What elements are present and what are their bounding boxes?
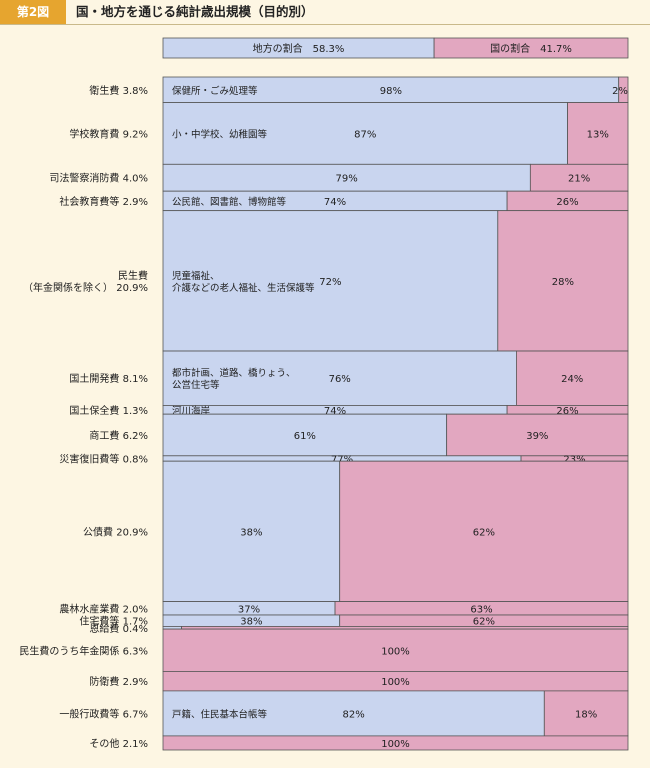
bar-national [162, 628, 629, 672]
bar-national [181, 626, 629, 630]
category-label: 国土開発費 8.1% [69, 372, 148, 385]
data-label-local: 74% [324, 197, 346, 208]
category-label: 民生費のうち年金関係 6.3% [19, 644, 148, 657]
category-note: 都市計画、道路、橋りょう、公営住宅等 [172, 367, 296, 391]
category-label: 国土保全費 1.3% [69, 404, 148, 417]
row-10 [162, 601, 629, 616]
data-label-national: 18% [575, 709, 597, 720]
data-label-local: 77% [331, 455, 353, 466]
bar-local [162, 163, 531, 192]
data-label-national: 2% [612, 86, 628, 97]
data-label-local: 38% [240, 527, 262, 538]
category-label: 災害復旧費等 0.8% [59, 453, 148, 466]
data-label-national: 23% [563, 455, 585, 466]
bar-local [162, 102, 568, 165]
bar-local [162, 626, 183, 630]
bar-local [162, 210, 499, 352]
category-label: 恩給費 0.4% [89, 622, 148, 635]
category-label: 社会教育費等 2.9% [59, 195, 148, 208]
figure-number-badge: 第2図 [0, 0, 66, 24]
row-16 [162, 735, 629, 751]
bar-local [162, 76, 620, 103]
data-label-local: 87% [354, 129, 376, 140]
data-label-national: 26% [556, 197, 578, 208]
row-15 [162, 690, 629, 737]
row-0 [162, 76, 629, 103]
data-label-local: 98% [380, 86, 402, 97]
row-2 [162, 163, 629, 192]
category-label: 公債費 20.9% [83, 525, 148, 538]
category-note: 戸籍、住民基本台帳等 [172, 708, 268, 720]
data-label-national: 100% [381, 739, 410, 750]
data-label-local: 74% [324, 406, 346, 417]
row-1 [162, 102, 629, 165]
bar-national [543, 690, 629, 737]
summary-label-local: 地方の割合 58.3% [253, 42, 345, 55]
bar-national [162, 735, 629, 751]
data-label-national: 100% [381, 646, 410, 657]
data-label-national: 28% [552, 277, 574, 288]
category-label: その他 2.1% [89, 737, 148, 750]
row-8 [162, 455, 629, 462]
category-label: 学校教育費 9.2% [69, 127, 148, 140]
bar-national [497, 210, 629, 352]
data-label-local: 72% [319, 277, 341, 288]
category-label: 一般行政費等 6.7% [59, 707, 148, 720]
category-note: 小・中学校、幼稚園等 [172, 128, 268, 140]
data-label-local: 76% [329, 374, 351, 385]
category-label: 衛生費 3.8% [89, 84, 148, 97]
figure-header: 第2図 国・地方を通じる純計歳出規模（目的別） [0, 0, 650, 25]
data-label-local: 38% [240, 617, 262, 628]
category-note: 公民館、図書館、博物館等 [172, 196, 287, 208]
row-9 [162, 460, 629, 602]
bar-local [162, 460, 341, 602]
row-4 [162, 210, 629, 352]
row-12 [162, 626, 629, 630]
data-label-national: 26% [556, 406, 578, 417]
data-label-national: 21% [568, 174, 590, 185]
category-note: 児童福祉、介護などの老人福祉、生活保護等 [172, 270, 315, 294]
data-label-local: 79% [336, 174, 358, 185]
bar-local [162, 413, 448, 457]
data-label-local: 61% [294, 431, 316, 442]
row-13 [162, 628, 629, 672]
category-label: 住宅費等 1.7% [79, 615, 148, 628]
row-3 [162, 190, 629, 212]
data-label-national: 24% [561, 374, 583, 385]
bar-national [446, 413, 629, 457]
data-label-national: 100% [381, 677, 410, 688]
data-label-national: 63% [470, 604, 492, 615]
figure-title: 国・地方を通じる純計歳出規模（目的別） [76, 4, 314, 19]
data-label-national: 62% [473, 617, 495, 628]
row-7 [162, 413, 629, 457]
data-label-national: 62% [473, 527, 495, 538]
bar-national [516, 350, 629, 406]
data-label-national: 39% [526, 431, 548, 442]
bar-local [162, 350, 517, 406]
row-11 [162, 614, 629, 627]
category-label: 商工費 6.2% [89, 429, 148, 442]
category-label: 民生費（年金関係を除く） 20.9% [23, 269, 148, 294]
category-label: 農林水産業費 2.0% [59, 602, 148, 615]
category-label: 司法警察消防費 4.0% [49, 172, 148, 185]
row-5 [162, 350, 629, 406]
bar-national [339, 460, 629, 602]
data-label-national: 13% [587, 129, 609, 140]
data-label-local: 37% [238, 604, 260, 615]
category-note: 保健所・ごみ処理等 [172, 85, 258, 97]
category-label: 防衛費 2.9% [89, 675, 148, 688]
summary-bar-national [433, 37, 629, 59]
data-label-local: 82% [343, 709, 365, 720]
summary-label-national: 国の割合 41.7% [490, 42, 572, 55]
